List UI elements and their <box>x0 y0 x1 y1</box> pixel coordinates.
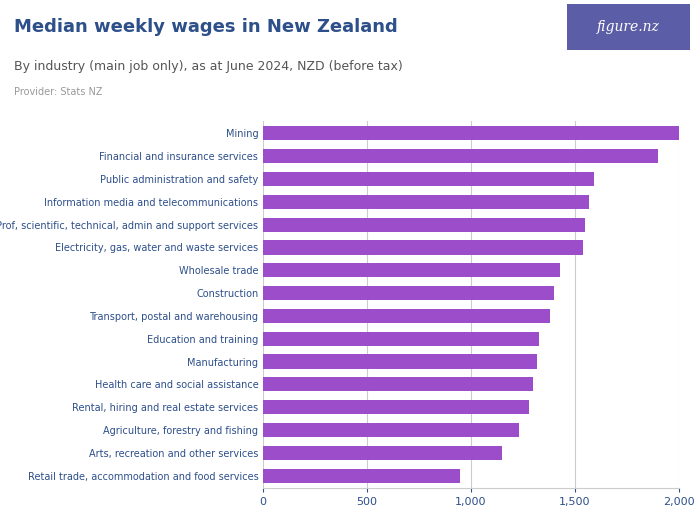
Bar <box>262 354 538 369</box>
Text: Median weekly wages in New Zealand: Median weekly wages in New Zealand <box>14 18 398 36</box>
Bar <box>262 400 529 414</box>
Bar <box>262 286 554 300</box>
Bar <box>262 240 583 255</box>
Bar <box>262 195 589 209</box>
Text: figure.nz: figure.nz <box>597 20 659 34</box>
Bar <box>262 423 519 437</box>
Bar <box>262 446 502 460</box>
Text: By industry (main job only), as at June 2024, NZD (before tax): By industry (main job only), as at June … <box>14 60 402 74</box>
Bar <box>262 309 550 323</box>
Bar <box>262 149 658 163</box>
Bar <box>262 469 461 483</box>
Bar <box>262 377 533 392</box>
Bar <box>262 332 540 346</box>
Text: Provider: Stats NZ: Provider: Stats NZ <box>14 87 102 97</box>
Bar <box>262 217 585 232</box>
Bar <box>262 126 679 140</box>
Bar <box>262 172 594 186</box>
Bar <box>262 263 560 277</box>
